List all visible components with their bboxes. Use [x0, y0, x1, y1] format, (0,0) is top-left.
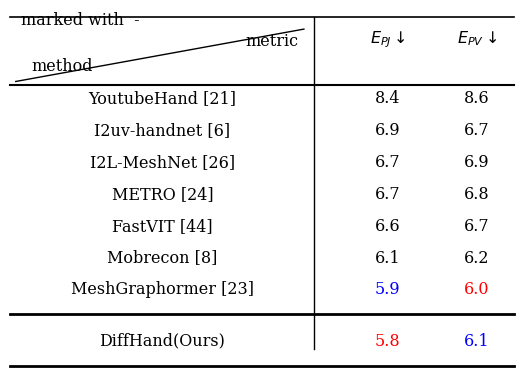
Text: 6.1: 6.1 [464, 333, 489, 350]
Text: DiffHand(Ours): DiffHand(Ours) [100, 333, 225, 350]
Text: method: method [31, 58, 93, 75]
Text: METRO [24]: METRO [24] [112, 186, 213, 203]
Text: 5.9: 5.9 [375, 281, 400, 298]
Text: 6.7: 6.7 [375, 154, 400, 171]
Text: $E_{PV}\downarrow$: $E_{PV}\downarrow$ [457, 29, 497, 48]
Text: 6.1: 6.1 [375, 249, 400, 267]
Text: 8.4: 8.4 [375, 90, 400, 107]
Text: FastVIT [44]: FastVIT [44] [112, 218, 213, 235]
Text: 6.9: 6.9 [375, 122, 400, 139]
Text: 6.6: 6.6 [375, 218, 400, 235]
Text: 6.9: 6.9 [464, 154, 489, 171]
Text: 5.8: 5.8 [375, 333, 400, 350]
Text: $E_{PJ}\downarrow$: $E_{PJ}\downarrow$ [370, 29, 406, 50]
Text: 6.7: 6.7 [464, 122, 489, 139]
Text: marked with  -: marked with - [21, 12, 139, 29]
Text: 6.8: 6.8 [464, 186, 489, 203]
Text: I2uv-handnet [6]: I2uv-handnet [6] [94, 122, 231, 139]
Text: 6.7: 6.7 [375, 186, 400, 203]
Text: 8.6: 8.6 [464, 90, 489, 107]
Text: metric: metric [246, 33, 299, 50]
Text: 6.2: 6.2 [464, 249, 489, 267]
Text: I2L-MeshNet [26]: I2L-MeshNet [26] [90, 154, 235, 171]
Text: MeshGraphormer [23]: MeshGraphormer [23] [71, 281, 254, 298]
Text: 6.0: 6.0 [464, 281, 489, 298]
Text: YoutubeHand [21]: YoutubeHand [21] [89, 90, 236, 107]
Text: Mobrecon [8]: Mobrecon [8] [107, 249, 217, 267]
Text: 6.7: 6.7 [464, 218, 489, 235]
